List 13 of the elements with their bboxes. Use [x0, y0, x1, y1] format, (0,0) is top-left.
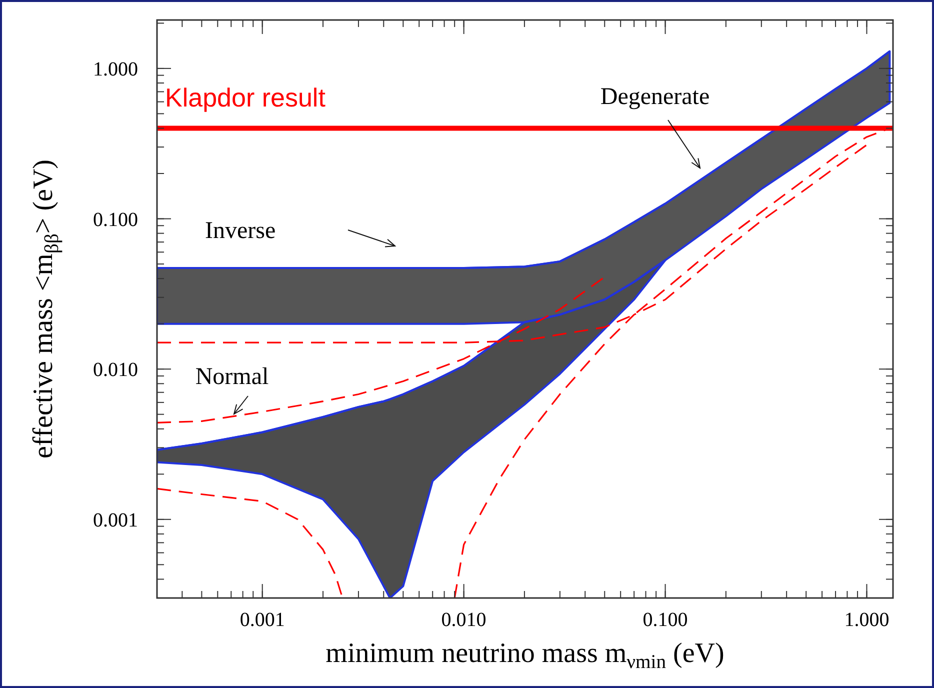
y-tick-label: 0.010: [93, 359, 138, 382]
y-tick-label: 0.100: [93, 208, 138, 231]
annotation: Inverse: [205, 218, 276, 244]
y-tick-label: 0.001: [93, 509, 138, 532]
x-tick-label: 0.001: [240, 609, 285, 631]
x-axis-title: minimum neutrino mass m$_{ν}$$_{min}$ (eV): [326, 638, 724, 673]
x-tick-label: 1.000: [844, 609, 890, 631]
annotation: Degenerate: [600, 84, 710, 110]
annotation: Normal: [195, 364, 269, 390]
ref-line-label: Klapdor result: [165, 82, 326, 112]
x-tick-label: 0.100: [642, 609, 688, 631]
x-tick-label: 0.010: [441, 609, 486, 631]
y-tick-label: 1.000: [93, 58, 138, 80]
